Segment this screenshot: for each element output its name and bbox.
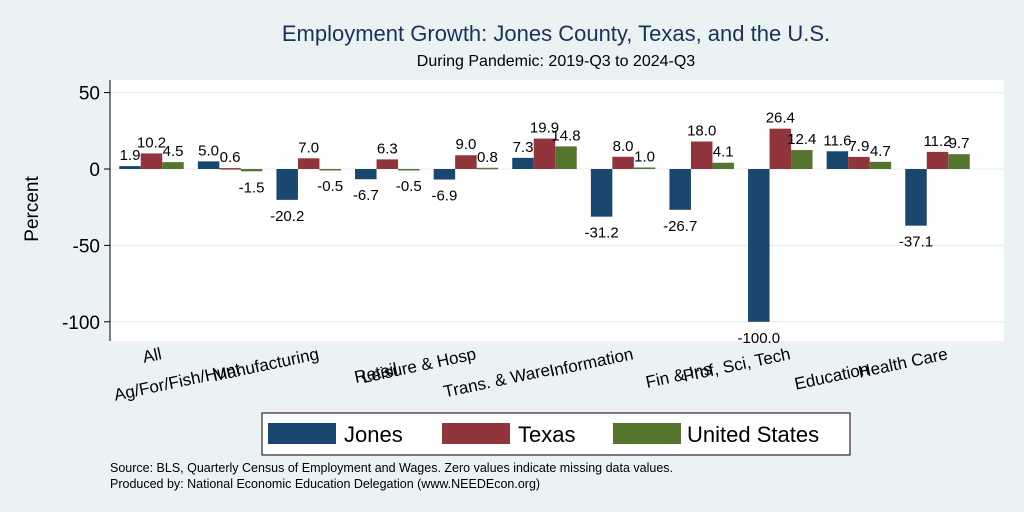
bar-jones bbox=[748, 169, 770, 322]
legend-swatch-jones bbox=[268, 423, 336, 444]
legend-swatch-united-states bbox=[613, 423, 681, 444]
legend-swatch-texas bbox=[442, 423, 510, 444]
data-label: 14.8 bbox=[551, 127, 580, 144]
producer-note: Produced by: National Economic Education… bbox=[110, 477, 540, 491]
data-label: 4.7 bbox=[870, 143, 891, 160]
legend-label: Jones bbox=[344, 422, 403, 447]
data-label: 0.8 bbox=[477, 149, 498, 166]
data-label: 9.7 bbox=[949, 135, 970, 152]
data-label: 7.9 bbox=[848, 138, 869, 155]
data-labels: 1.910.24.5 5.0 0.6 -1.5 -20.2 7.0 -0.5 -6.7 6.3 -… bbox=[120, 110, 970, 347]
y-axis: 50 0 -50 -100 bbox=[62, 80, 111, 341]
y-tick-label: 50 bbox=[79, 84, 100, 105]
bar-texas bbox=[612, 156, 634, 169]
bar-texas bbox=[376, 159, 399, 169]
y-axis-label: Percent bbox=[22, 176, 43, 242]
bar-united-states bbox=[712, 162, 734, 169]
bar-jones bbox=[826, 151, 849, 169]
data-label: -1.5 bbox=[239, 179, 265, 196]
data-label: 1.9 bbox=[120, 147, 141, 164]
bar-texas bbox=[297, 158, 320, 169]
data-label: 26.4 bbox=[766, 110, 795, 127]
bar-jones bbox=[590, 169, 613, 217]
data-label: -31.2 bbox=[584, 225, 618, 242]
data-label: 11.2 bbox=[923, 133, 951, 150]
data-label: 9.0 bbox=[455, 136, 476, 153]
data-label: 4.5 bbox=[163, 143, 184, 160]
bar-united-states bbox=[240, 169, 263, 172]
data-label: 7.3 bbox=[513, 139, 534, 156]
bar-united-states bbox=[319, 169, 341, 171]
legend-box bbox=[261, 412, 851, 456]
data-label: 4.1 bbox=[713, 144, 734, 161]
x-tick-label: Information bbox=[548, 344, 635, 380]
data-label: 18.0 bbox=[687, 122, 716, 139]
data-label: 7.0 bbox=[298, 139, 319, 156]
bar-texas bbox=[219, 168, 241, 170]
bar-texas bbox=[690, 141, 713, 169]
bar-united-states bbox=[162, 162, 184, 169]
bar-jones bbox=[276, 169, 298, 200]
bar-jones bbox=[119, 166, 141, 169]
data-label: -6.9 bbox=[431, 188, 457, 205]
bar-united-states bbox=[555, 146, 577, 169]
bar-jones bbox=[197, 161, 220, 169]
source-note: Source: BLS, Quarterly Census of Employm… bbox=[110, 461, 673, 475]
bar-texas bbox=[455, 155, 477, 169]
data-label: 10.2 bbox=[137, 134, 166, 151]
bar-texas bbox=[926, 151, 949, 169]
data-label: 11.6 bbox=[823, 132, 851, 149]
y-tick-label: -50 bbox=[73, 236, 100, 257]
bar-texas bbox=[533, 138, 556, 169]
data-label: 8.0 bbox=[613, 138, 634, 155]
bar-jones bbox=[905, 169, 927, 226]
bars bbox=[119, 128, 970, 322]
y-tick-label: 0 bbox=[89, 160, 100, 181]
bar-united-states bbox=[791, 150, 813, 169]
bar-united-states bbox=[398, 169, 420, 171]
legend: Jones Texas United States bbox=[261, 412, 851, 456]
data-label: 19.9 bbox=[530, 120, 559, 137]
bar-jones bbox=[669, 169, 691, 210]
data-label: 5.0 bbox=[198, 142, 219, 159]
plot-area bbox=[110, 80, 1004, 341]
data-label: -20.2 bbox=[270, 208, 304, 225]
data-label: -26.7 bbox=[663, 218, 697, 235]
bar-united-states bbox=[948, 154, 970, 169]
legend-label: United States bbox=[687, 422, 819, 447]
bar-united-states bbox=[869, 161, 892, 169]
data-label: -0.5 bbox=[317, 178, 343, 195]
data-label: 0.6 bbox=[220, 149, 241, 166]
bar-jones bbox=[512, 157, 534, 169]
x-tick-label: Prof, Sci, Tech bbox=[681, 344, 792, 385]
bar-texas bbox=[848, 156, 870, 169]
bar-texas bbox=[140, 153, 163, 169]
chart-subtitle: During Pandemic: 2019-Q3 to 2024-Q3 bbox=[417, 53, 695, 70]
x-tick-label: All bbox=[141, 344, 163, 367]
y-tick-label: -100 bbox=[62, 313, 100, 334]
data-label: 12.4 bbox=[787, 131, 816, 148]
data-label: -6.7 bbox=[353, 187, 379, 204]
data-label: -37.1 bbox=[899, 234, 933, 251]
bar-jones bbox=[433, 169, 456, 180]
bar-texas bbox=[769, 128, 792, 169]
chart-title: Employment Growth: Jones County, Texas, … bbox=[282, 21, 830, 46]
data-label: -0.5 bbox=[396, 178, 422, 195]
bar-united-states bbox=[633, 167, 656, 169]
bar-jones bbox=[355, 169, 377, 180]
data-label: -100.0 bbox=[738, 330, 781, 347]
data-label: 6.3 bbox=[377, 140, 398, 157]
x-tick-label: Manufacturing bbox=[211, 344, 320, 385]
x-tick-label: Health Care bbox=[857, 344, 950, 381]
data-label: 1.0 bbox=[634, 148, 655, 165]
bar-united-states bbox=[476, 167, 499, 170]
legend-label: Texas bbox=[518, 422, 575, 447]
